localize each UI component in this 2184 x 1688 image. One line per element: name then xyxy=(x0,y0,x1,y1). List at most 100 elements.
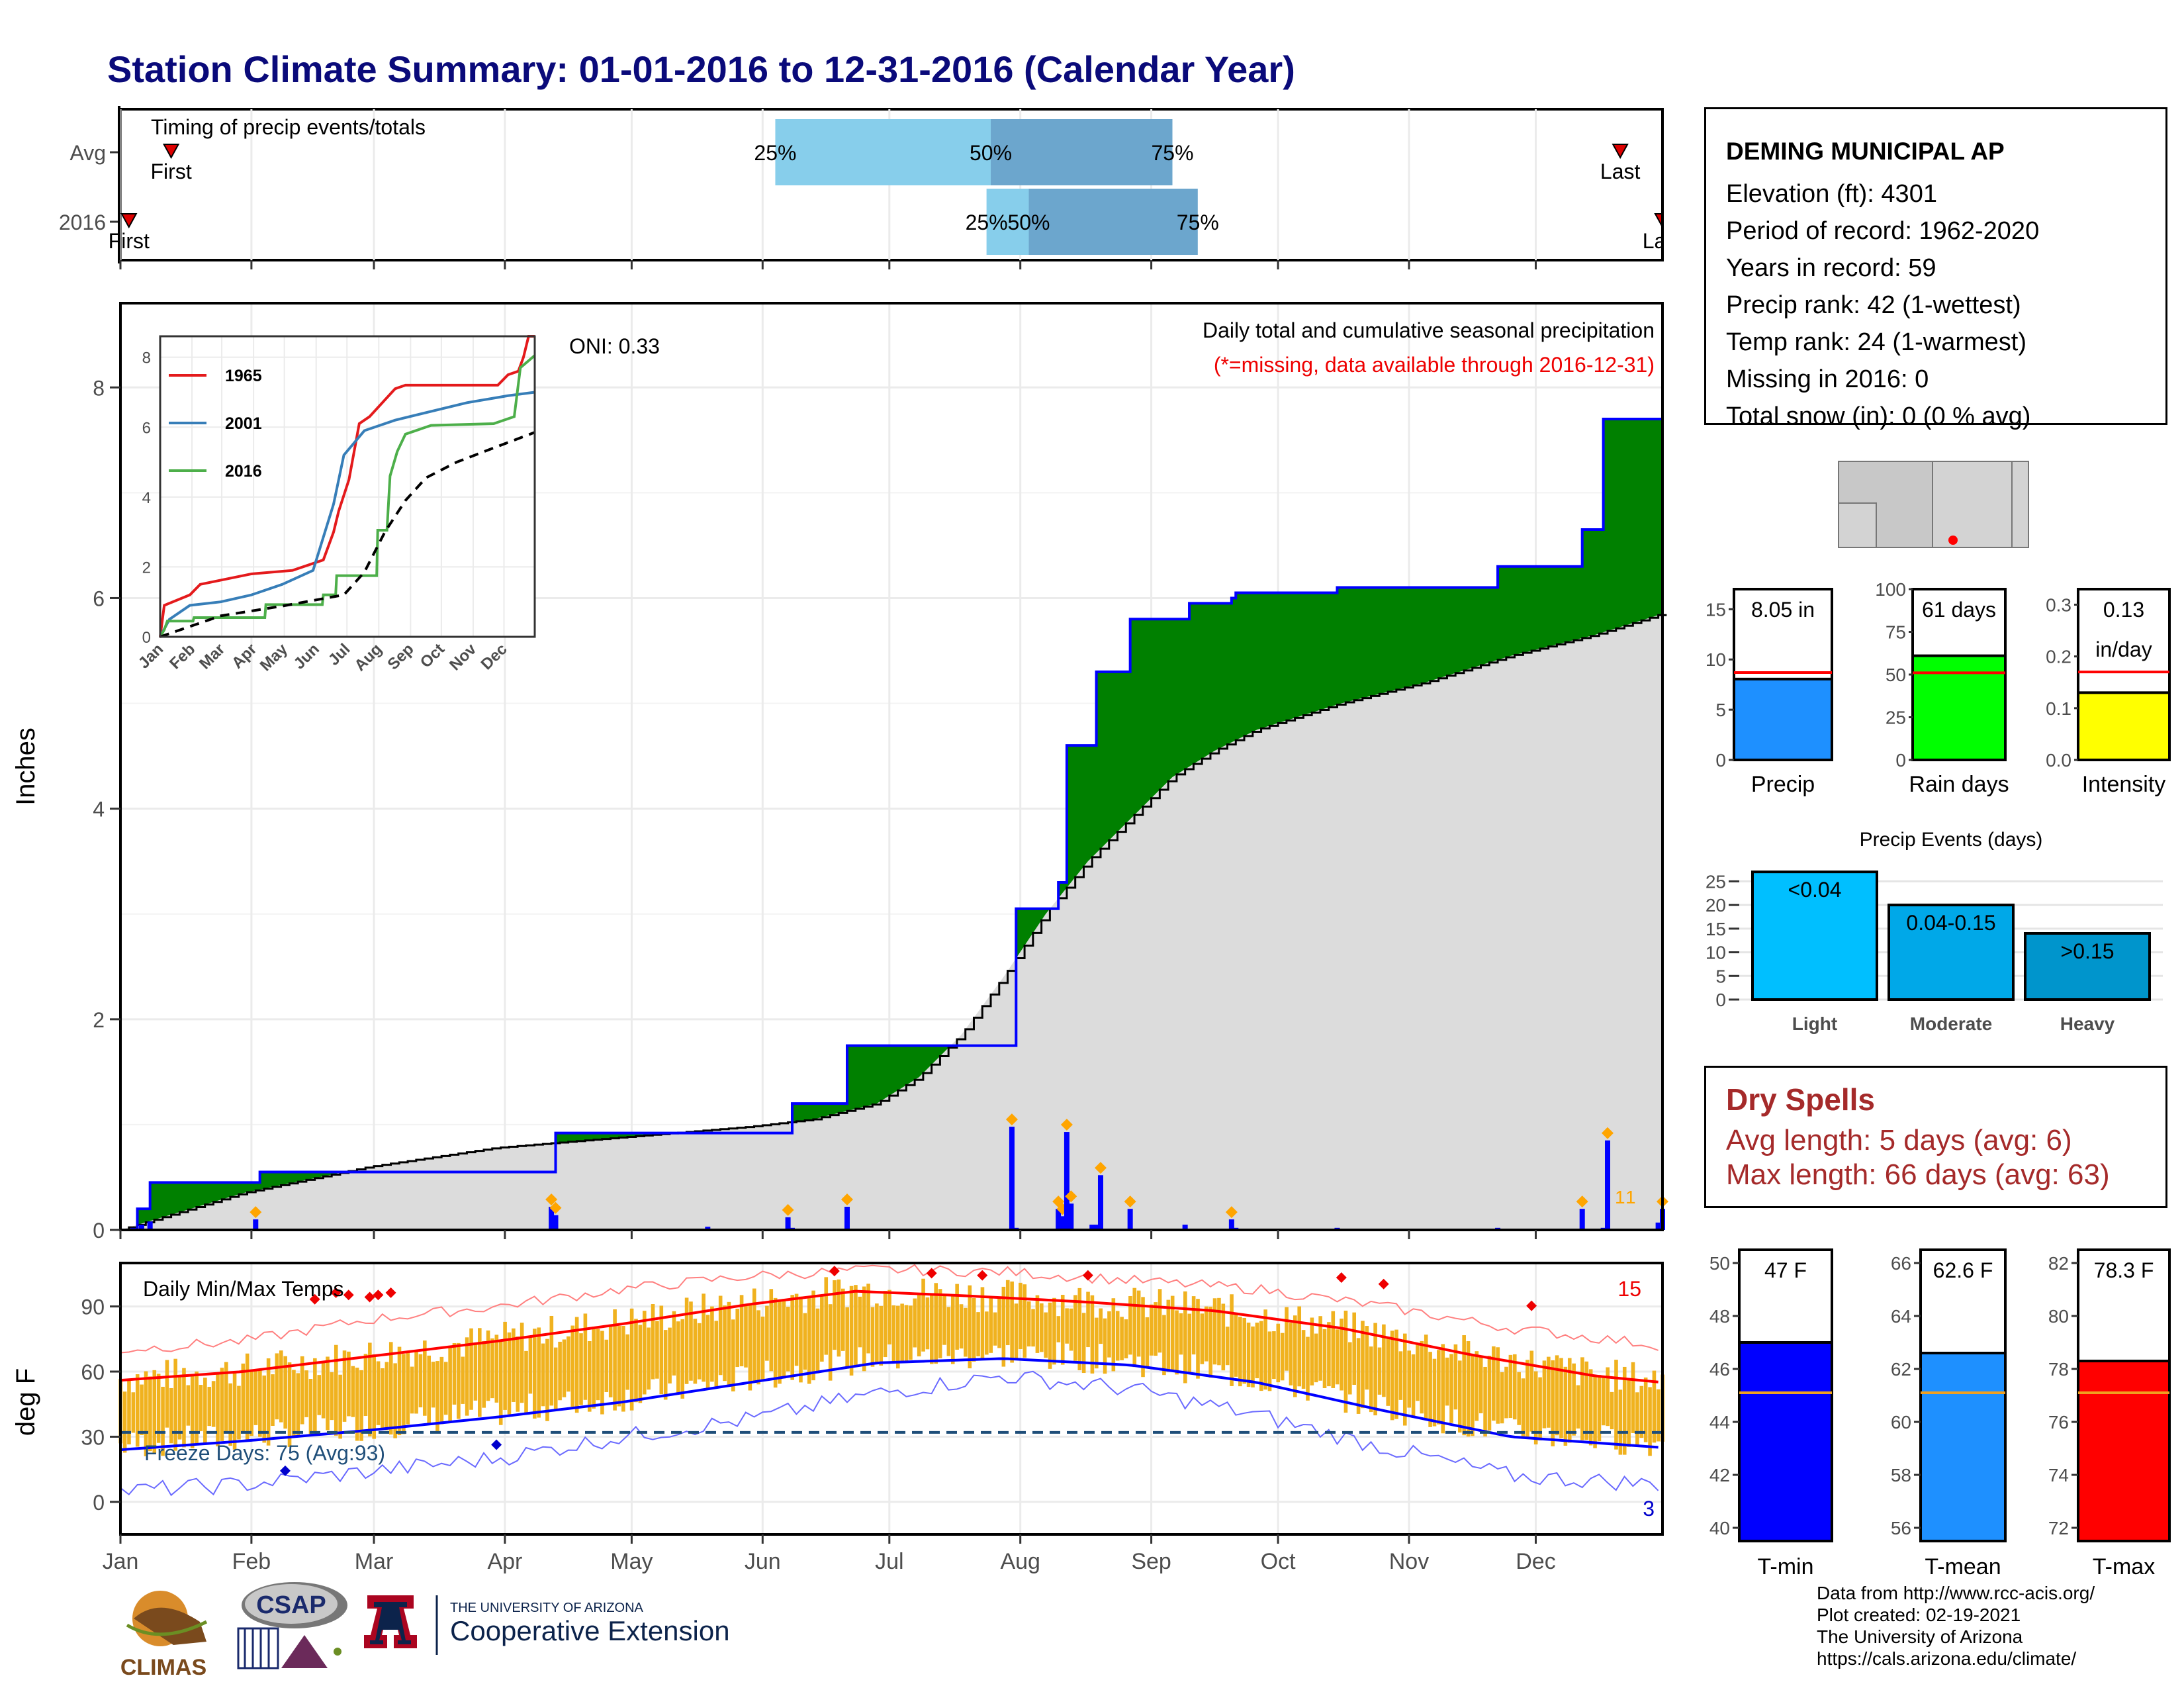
daily-temp-bar xyxy=(900,1303,904,1363)
precip-anomaly-fill xyxy=(1388,587,1393,692)
daily-temp-bar xyxy=(1111,1298,1116,1372)
precip-anomaly-fill xyxy=(1206,603,1211,757)
precip-anomaly-fill xyxy=(910,1045,915,1083)
daily-temp-bar xyxy=(355,1368,359,1441)
month-label: Feb xyxy=(232,1549,271,1574)
daily-temp-bar xyxy=(406,1350,410,1425)
daily-temp-bar xyxy=(326,1356,330,1430)
precip-anomaly-fill xyxy=(1172,619,1177,777)
timing-last-marker xyxy=(1612,144,1629,160)
precip-anomaly-fill xyxy=(893,1045,899,1094)
daily-temp-bar xyxy=(1521,1378,1525,1438)
precip-anomaly-fill xyxy=(1117,671,1122,832)
temp-summary-label: T-min xyxy=(1758,1554,1814,1579)
precip-anomaly-fill xyxy=(205,1182,210,1205)
daily-temp-bar xyxy=(140,1384,144,1436)
precip-anomaly-fill xyxy=(1181,619,1186,772)
daily-temp-bar xyxy=(959,1304,964,1349)
daily-temp-bar xyxy=(1441,1344,1445,1434)
daily-temp-bar xyxy=(976,1312,980,1357)
daily-temp-bar xyxy=(1280,1333,1285,1381)
precip-anomaly-fill xyxy=(1408,587,1414,687)
precip-anomaly-fill xyxy=(1527,566,1532,652)
daily-temp-bar xyxy=(849,1286,854,1376)
daily-temp-bar xyxy=(1559,1358,1563,1438)
timing-q75-label: 75% xyxy=(1177,211,1219,234)
precip-anomaly-fill xyxy=(855,1045,860,1109)
month-label: Aug xyxy=(1000,1549,1040,1574)
credits: Data from http://www.rcc-acis.org/ Plot … xyxy=(1817,1582,2095,1669)
daily-temp-bar xyxy=(1031,1309,1035,1347)
record-high-marker xyxy=(364,1291,375,1303)
record-high-marker xyxy=(330,1287,341,1298)
daily-temp-bar xyxy=(1466,1341,1471,1437)
daily-precip-bar xyxy=(1605,1140,1611,1230)
precip-anomaly-fill xyxy=(1236,592,1241,741)
daily-temp-bar xyxy=(275,1353,279,1420)
daily-temp-bar xyxy=(1263,1309,1267,1390)
precip-anomaly-fill xyxy=(1062,882,1068,893)
precip-anomaly-fill xyxy=(1273,592,1279,725)
daily-precip-bar xyxy=(1056,1209,1062,1230)
summary-y-tick-label: 100 xyxy=(1875,579,1906,600)
precip-anomaly-fill xyxy=(1113,671,1118,836)
daily-temp-bar xyxy=(1246,1323,1251,1387)
temp-summary-y-tick-label: 62 xyxy=(1891,1359,1911,1380)
daily-temp-bar xyxy=(520,1323,524,1403)
precip-anomaly-fill xyxy=(1092,745,1097,857)
record-precip-marker xyxy=(1225,1206,1238,1219)
daily-temp-bar xyxy=(799,1296,803,1383)
precip-anomaly-fill xyxy=(1333,592,1338,706)
daily-temp-bar xyxy=(1394,1329,1398,1419)
temp-summary-label: T-mean xyxy=(1925,1554,2001,1579)
daily-temp-bar xyxy=(1529,1350,1534,1432)
precip-anomaly-fill xyxy=(906,1045,911,1086)
daily-temp-bar xyxy=(993,1312,997,1346)
events-bar-label: 0.04-0.15 xyxy=(1906,911,1995,935)
daily-temp-bar xyxy=(1555,1355,1559,1436)
precip-anomaly-fill xyxy=(1160,619,1165,790)
daily-temp-bar xyxy=(1103,1318,1107,1374)
month-label: Nov xyxy=(1389,1549,1429,1574)
month-label: Oct xyxy=(1261,1549,1296,1574)
precip-anomaly-fill xyxy=(264,1172,269,1189)
daily-temp-bar xyxy=(1217,1297,1221,1366)
daily-temp-bar xyxy=(739,1295,744,1366)
daily-temp-bar xyxy=(921,1278,925,1352)
events-bar-label: <0.04 xyxy=(1788,878,1842,902)
precip-missing-note: (*=missing, data available through 2016-… xyxy=(1214,353,1655,377)
daily-temp-bar xyxy=(668,1327,672,1383)
temp-summary-y-tick-label: 78 xyxy=(2048,1359,2069,1380)
daily-temp-bar xyxy=(659,1305,664,1395)
station-temp-rank: Temp rank: 24 (1-warmest) xyxy=(1726,328,2027,356)
csap-text: CSAP xyxy=(256,1591,326,1619)
daily-temp-bar xyxy=(494,1335,499,1403)
daily-temp-bar xyxy=(718,1295,723,1376)
record-high-marker xyxy=(926,1268,937,1279)
daily-temp-bar xyxy=(524,1350,528,1413)
daily-temp-bar xyxy=(710,1306,714,1382)
daily-temp-bar xyxy=(663,1330,668,1400)
daily-temp-bar xyxy=(647,1327,651,1390)
daily-temp-bar xyxy=(1657,1389,1661,1442)
precip-anomaly-fill xyxy=(619,1133,624,1138)
precip-anomaly-fill xyxy=(1024,908,1030,946)
events-category-label: Light xyxy=(1792,1013,1837,1034)
daily-temp-bar xyxy=(684,1297,689,1384)
daily-temp-bar xyxy=(1602,1376,1606,1426)
daily-temp-bar xyxy=(1310,1317,1314,1385)
precip-anomaly-fill xyxy=(576,1133,582,1141)
daily-temp-bar xyxy=(300,1356,304,1425)
daily-temp-bar xyxy=(203,1378,207,1444)
inset-legend-label: 1965 xyxy=(225,367,262,385)
station-snow: Total snow (in): 0 (0 % avg) xyxy=(1726,402,2031,430)
inset-y-tick-label: 8 xyxy=(142,350,151,367)
daily-temp-bar xyxy=(938,1289,942,1358)
temp-summary-label: T-max xyxy=(2093,1554,2155,1579)
precip-anomaly-fill xyxy=(931,1045,936,1065)
daily-temp-bar xyxy=(1508,1354,1513,1419)
precip-anomaly-fill xyxy=(1324,592,1330,709)
daily-temp-bar xyxy=(756,1310,760,1385)
precip-anomaly-fill xyxy=(179,1182,185,1213)
daily-temp-bar xyxy=(1285,1307,1289,1371)
